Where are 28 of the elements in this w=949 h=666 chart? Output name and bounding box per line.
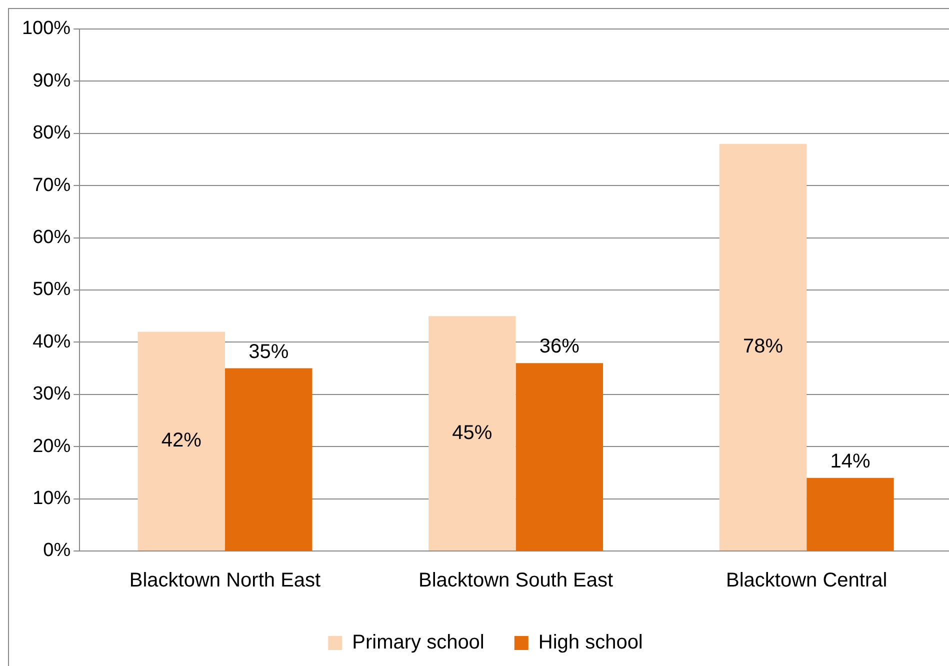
legend-label: High school xyxy=(538,632,643,654)
legend-label: Primary school xyxy=(352,632,484,654)
data-label: 14% xyxy=(830,450,870,472)
data-label: 78% xyxy=(742,336,784,358)
bar xyxy=(428,316,516,550)
y-tick-label: 30% xyxy=(32,384,71,405)
data-label: 36% xyxy=(539,336,580,358)
bar xyxy=(138,332,225,550)
bar xyxy=(719,144,807,550)
y-tick-label: 70% xyxy=(32,174,71,196)
x-tick-label: Blacktown South East xyxy=(418,570,614,592)
y-tick-label: 90% xyxy=(32,70,71,92)
data-label: 42% xyxy=(161,430,202,452)
y-tick-label: 10% xyxy=(32,488,71,510)
bar xyxy=(806,478,894,550)
bar xyxy=(224,368,312,550)
y-tick-label: 50% xyxy=(32,279,71,300)
data-label: 35% xyxy=(248,340,289,363)
y-tick-label: 40% xyxy=(32,331,71,352)
bar xyxy=(516,363,604,550)
y-tick-label: 20% xyxy=(32,436,71,457)
data-label: 45% xyxy=(452,422,492,444)
x-tick-label: Blacktown North East xyxy=(129,570,322,592)
y-tick-label: 100% xyxy=(22,18,71,40)
y-tick-label: 80% xyxy=(32,122,71,144)
y-tick-label: 0% xyxy=(43,540,71,562)
x-tick-label: Blacktown Central xyxy=(726,570,888,592)
y-tick-label: 60% xyxy=(32,227,71,248)
